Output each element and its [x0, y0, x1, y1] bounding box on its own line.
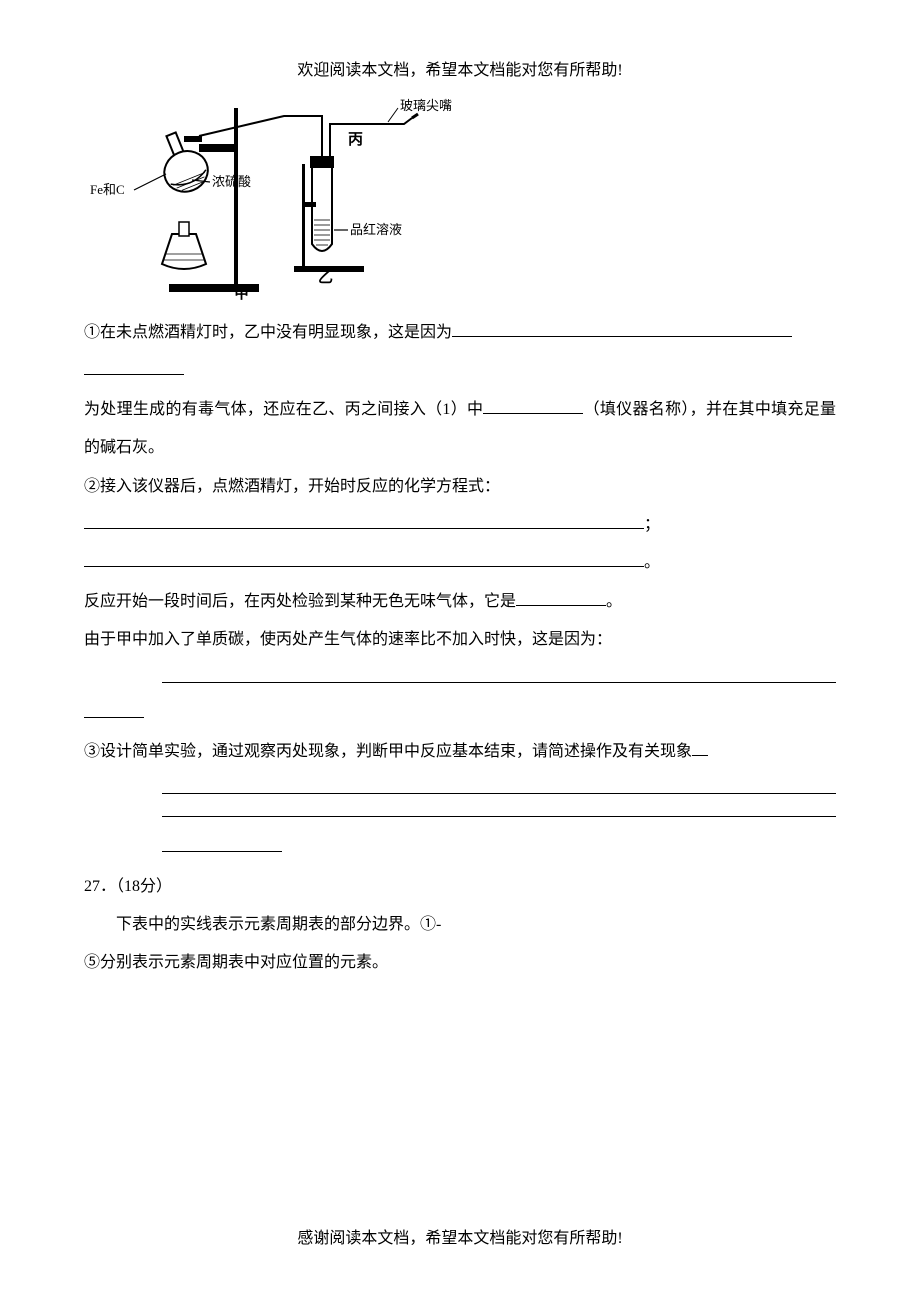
diagram-label-yi: 乙	[318, 270, 333, 286]
q2-line-c: 由于甲中加入了单质碳，使丙处产生气体的速率比不加入时快，这是因为：	[84, 621, 836, 659]
diagram-label-solution: 品红溶液	[350, 222, 402, 237]
blank-eq2	[84, 553, 644, 567]
q1-text-b: 为处理生成的有毒气体，还应在乙、丙之间接入（1）中	[84, 401, 483, 418]
apparatus-diagram: Fe和C 浓硫酸 甲 品红	[84, 94, 836, 304]
apparatus-svg: Fe和C 浓硫酸 甲 品红	[84, 94, 464, 304]
q2-eq-line2: 。	[84, 544, 836, 582]
blank-q3-line3	[162, 838, 282, 852]
blank-q3-tail	[692, 742, 708, 756]
q2-eq-line1: ；	[84, 506, 836, 544]
q2-text-c: 由于甲中加入了单质碳，使丙处产生气体的速率比不加入时快，这是因为：	[84, 631, 612, 648]
q1-text-a: ①在未点燃酒精灯时，乙中没有明显现象，这是因为	[84, 324, 452, 341]
q2-text-b1: 反应开始一段时间后，在丙处检验到某种无色无味气体，它是	[84, 593, 516, 610]
q2-blank-block2	[84, 695, 836, 733]
diagram-label-bing: 丙	[348, 131, 363, 148]
q27-line-b: ⑤分别表示元素周期表中对应位置的元素。	[84, 944, 836, 982]
q2-line-b: 反应开始一段时间后，在丙处检验到某种无色无味气体，它是 。	[84, 583, 836, 621]
diagram-label-fec: Fe和C	[90, 182, 125, 197]
q1-line1: ①在未点燃酒精灯时，乙中没有明显现象，这是因为	[84, 314, 836, 352]
blank-q2c-line1	[162, 682, 836, 683]
q2-blank-block	[162, 682, 836, 683]
q3-blank-block3	[162, 829, 836, 867]
blank-q1b	[483, 399, 583, 413]
q27-line-a: 下表中的实线表示元素周期表的部分边界。①-	[84, 906, 836, 944]
q2-text-b2: 。	[606, 593, 622, 610]
q1-line1b	[84, 352, 836, 390]
q3-blank-block	[162, 793, 836, 817]
q2-period: 。	[644, 554, 660, 571]
q2-semi: ；	[644, 516, 660, 533]
q3-line1: ③设计简单实验，通过观察丙处现象，判断甲中反应基本结束，请简述操作及有关现象	[84, 733, 836, 771]
blank-q3-line2	[162, 816, 836, 817]
blank-q3-line1	[162, 793, 836, 794]
q2-text-a: ②接入该仪器后，点燃酒精灯，开始时反应的化学方程式：	[84, 478, 500, 495]
blank-q1a	[452, 323, 792, 337]
document-body: Fe和C 浓硫酸 甲 品红	[0, 94, 920, 983]
diagram-label-jia: 甲	[234, 285, 249, 302]
diagram-label-acid: 浓硫酸	[212, 174, 251, 189]
blank-q2c-line2	[84, 703, 144, 717]
q2-line1: ②接入该仪器后，点燃酒精灯，开始时反应的化学方程式：	[84, 468, 836, 506]
top-welcome-note: 欢迎阅读本文档，希望本文档能对您有所帮助!	[0, 0, 920, 88]
diagram-label-tip: 玻璃尖嘴	[400, 98, 452, 113]
bottom-thanks-note: 感谢阅读本文档，希望本文档能对您有所帮助!	[0, 1224, 920, 1248]
q3-text-a: ③设计简单实验，通过观察丙处现象，判断甲中反应基本结束，请简述操作及有关现象	[84, 743, 692, 760]
blank-q1a2	[84, 361, 184, 375]
q27-num: 27．（18分）	[84, 868, 836, 906]
blank-q2b	[516, 591, 606, 605]
blank-eq1	[84, 515, 644, 529]
q1-line2: 为处理生成的有毒气体，还应在乙、丙之间接入（1）中（填仪器名称），并在其中填充足…	[84, 391, 836, 468]
